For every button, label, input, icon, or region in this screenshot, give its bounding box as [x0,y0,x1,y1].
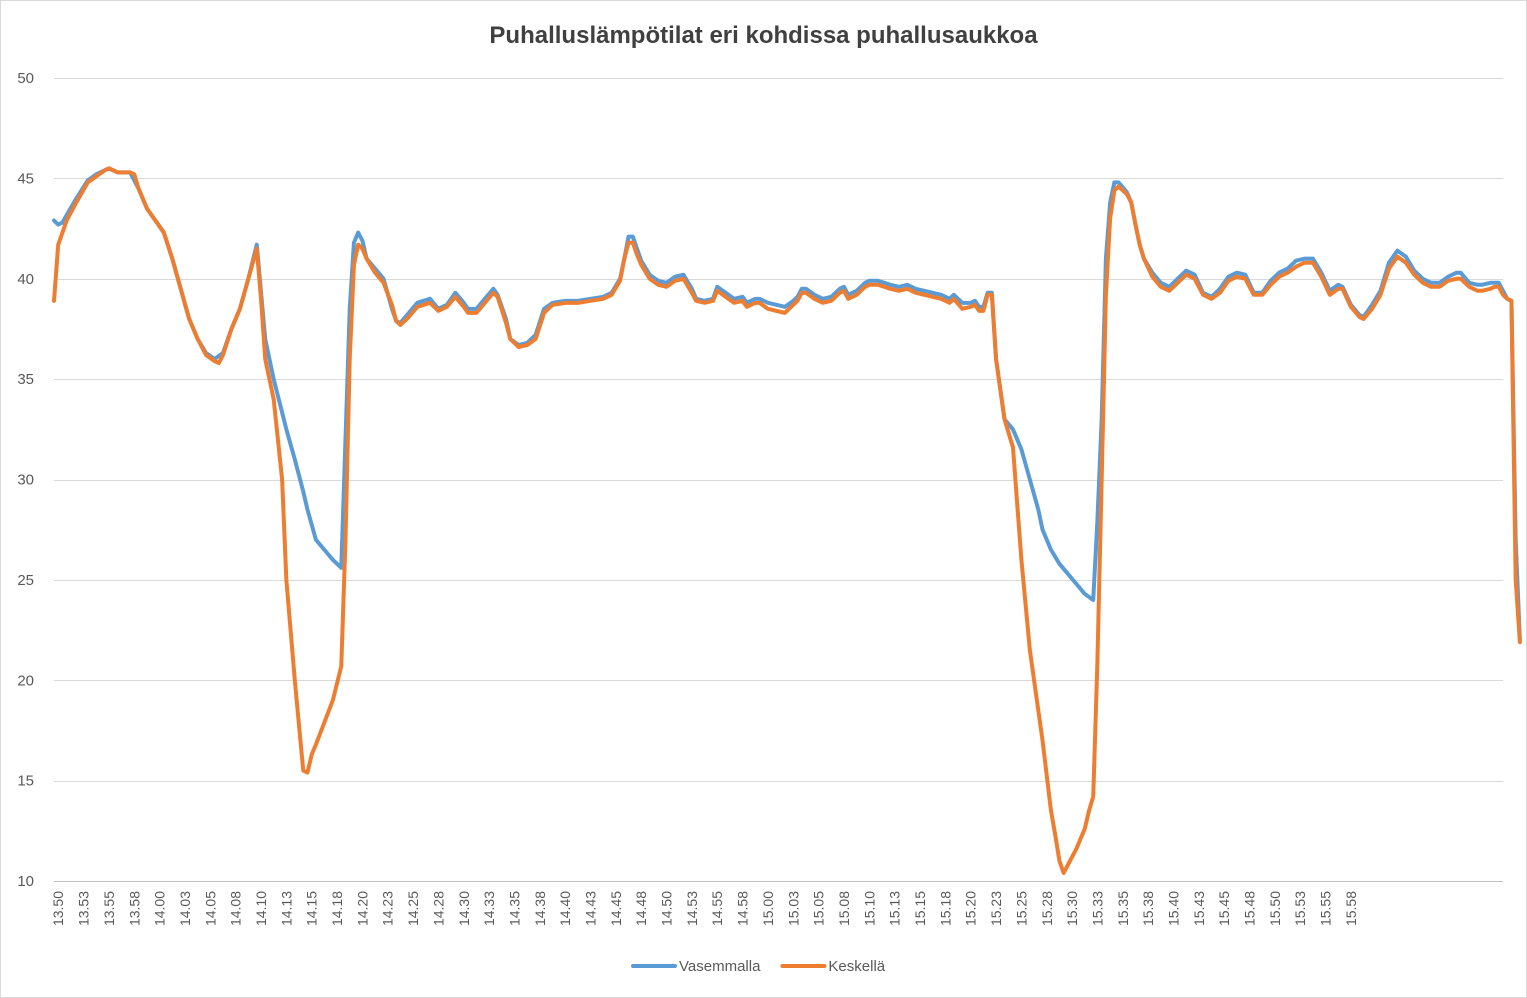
x-tick-label: 15.00 [760,891,776,926]
x-tick-label: 15.30 [1064,891,1080,926]
x-tick-label: 15.20 [963,891,979,926]
gridlines [54,78,1503,882]
y-tick-label: 40 [17,271,34,288]
y-tick-label: 45 [17,170,34,187]
x-tick-label: 13.55 [101,891,117,926]
x-tick-label: 13.53 [76,891,92,926]
series-lines [52,166,1522,875]
y-tick-label: 30 [17,472,34,489]
x-tick-label: 14.40 [557,891,573,926]
y-tick-label: 10 [17,873,34,890]
x-tick-label: 15.05 [811,891,827,926]
x-tick-label: 15.38 [1140,891,1156,926]
y-tick-label: 50 [17,70,34,87]
x-tick-label: 14.53 [684,891,700,926]
x-axis-ticks: 13.50 13.53 13.55 13.58 14.00 14.03 14.05 14.08… [50,891,1359,926]
x-tick-label: 15.50 [1267,891,1283,926]
legend: Vasemmalla Keskellä [631,958,886,975]
x-tick-label: 15.45 [1216,891,1232,926]
x-tick-label: 14.33 [481,891,497,926]
x-tick-label: 14.18 [329,891,345,926]
x-tick-label: 13.50 [50,891,66,926]
x-tick-label: 15.48 [1242,891,1258,926]
x-tick-label: 14.35 [506,891,522,926]
x-tick-label: 14.05 [202,891,218,926]
y-tick-label: 25 [17,572,34,589]
x-tick-label: 15.33 [1089,891,1105,926]
x-tick-label: 14.00 [152,891,168,926]
x-tick-label: 14.45 [608,891,624,926]
x-tick-label: 15.03 [785,891,801,926]
y-tick-label: 35 [17,371,34,388]
x-tick-label: 14.15 [304,891,320,926]
y-tick-label: 15 [17,773,34,790]
x-tick-label: 15.43 [1191,891,1207,926]
x-tick-label: 14.25 [405,891,421,926]
x-tick-label: 14.28 [430,891,446,926]
x-tick-label: 15.23 [988,891,1004,926]
x-tick-label: 14.50 [659,891,675,926]
x-tick-label: 15.18 [937,891,953,926]
x-tick-label: 15.10 [861,891,877,926]
x-tick-label: 14.08 [228,891,244,926]
x-tick-label: 14.23 [380,891,396,926]
x-tick-label: 15.40 [1165,891,1181,926]
x-tick-label: 15.28 [1039,891,1055,926]
legend-label-2: Keskellä [828,958,885,975]
x-tick-label: 15.13 [887,891,903,926]
x-tick-label: 14.38 [532,891,548,926]
x-tick-label: 15.53 [1292,891,1308,926]
x-tick-label: 15.35 [1115,891,1131,926]
x-tick-label: 13.58 [126,891,142,926]
series-line-2 [52,166,1522,875]
chart-title: Puhalluslämpötilat eri kohdissa puhallus… [489,22,1038,49]
x-tick-label: 15.25 [1013,891,1029,926]
x-tick-label: 14.13 [278,891,294,926]
x-tick-label: 14.58 [735,891,751,926]
series-line-1 [52,166,1522,643]
x-tick-label: 14.30 [456,891,472,926]
x-tick-label: 14.55 [709,891,725,926]
x-tick-label: 14.20 [354,891,370,926]
x-tick-label: 15.08 [836,891,852,926]
x-tick-label: 14.48 [633,891,649,926]
x-tick-label: 14.10 [253,891,269,926]
legend-label-1: Vasemmalla [679,958,761,975]
y-tick-label: 20 [17,672,34,689]
y-axis-ticks: 10 15 20 25 30 35 40 45 50 [17,70,34,890]
x-tick-label: 15.55 [1318,891,1334,926]
x-tick-label: 14.43 [583,891,599,926]
x-tick-label: 15.15 [912,891,928,926]
x-tick-label: 14.03 [177,891,193,926]
x-tick-label: 15.58 [1343,891,1359,926]
